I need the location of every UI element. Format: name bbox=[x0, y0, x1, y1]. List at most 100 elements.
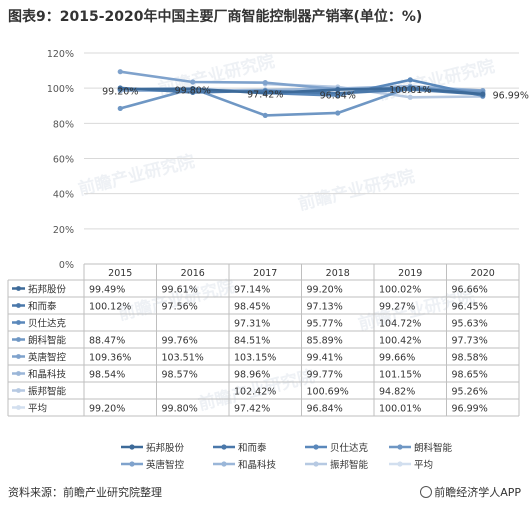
y-tick-label: 20% bbox=[53, 225, 74, 236]
table-cell-value: 98.65% bbox=[452, 370, 488, 381]
legend-label: 振邦智能 bbox=[330, 459, 369, 471]
app-logo-icon bbox=[420, 486, 433, 498]
y-tick-label: 40% bbox=[53, 190, 74, 201]
y-tick-label: 120% bbox=[47, 49, 74, 60]
legend-label: 和而泰 bbox=[238, 442, 267, 454]
table-cell-value: 102.42% bbox=[234, 387, 276, 398]
chart-title: 图表9：2015-2020年中国主要厂商智能控制器产销率(单位：%) bbox=[8, 9, 423, 25]
table-cell-value: 99.49% bbox=[89, 285, 125, 296]
series-lines bbox=[117, 69, 486, 119]
table-cell-value: 103.51% bbox=[162, 353, 204, 364]
table-cell-value: 96.84% bbox=[307, 404, 343, 415]
table-legend-marker bbox=[16, 371, 21, 376]
series-line-0 bbox=[118, 86, 485, 96]
table-cell-value: 109.36% bbox=[89, 353, 131, 364]
x-category-label: 2016 bbox=[181, 268, 205, 279]
table-series-name: 和而泰 bbox=[28, 301, 57, 313]
average-point-label: 97.42% bbox=[247, 90, 283, 101]
table-cell-value: 97.13% bbox=[307, 302, 343, 313]
series-point bbox=[117, 86, 123, 92]
series-point bbox=[335, 90, 341, 96]
y-tick-label: 100% bbox=[47, 84, 74, 95]
table-cell-value: 101.15% bbox=[379, 370, 421, 381]
watermark-text: 前瞻产业研究院 bbox=[116, 276, 237, 325]
series-point bbox=[262, 112, 268, 119]
series-point bbox=[407, 85, 413, 91]
legend-marker bbox=[221, 461, 227, 467]
table-cell-value: 100.42% bbox=[379, 336, 421, 347]
y-tick-label: 60% bbox=[53, 155, 74, 166]
series-point bbox=[335, 110, 341, 116]
x-category-label: 2017 bbox=[253, 268, 277, 279]
table-cell-value: 95.26% bbox=[452, 387, 488, 398]
average-point-label: 100.01% bbox=[389, 85, 431, 96]
table-cell-value: 100.12% bbox=[89, 302, 131, 313]
legend-marker bbox=[397, 444, 403, 450]
table-cell-value: 98.54% bbox=[89, 370, 125, 381]
source-note: 资料来源：前瞻产业研究院整理 bbox=[8, 486, 162, 499]
series-point bbox=[262, 90, 268, 96]
watermark-text: 前瞻产业研究院 bbox=[296, 166, 417, 215]
table-cell-value: 98.96% bbox=[234, 370, 270, 381]
table-cell-value: 103.15% bbox=[234, 353, 276, 364]
table-cell-value: 94.82% bbox=[379, 387, 415, 398]
legend-marker bbox=[397, 461, 403, 467]
table-cell-value: 84.51% bbox=[234, 336, 270, 347]
table-cell-value: 99.41% bbox=[307, 353, 343, 364]
series-point bbox=[190, 79, 196, 85]
table-cell-value: 100.69% bbox=[307, 387, 349, 398]
legend-label: 和晶科技 bbox=[238, 459, 277, 471]
table-series-name: 朗科智能 bbox=[28, 335, 67, 347]
table-cell-value: 97.14% bbox=[234, 285, 270, 296]
table-cell-value: 104.72% bbox=[379, 319, 421, 330]
table-cell-value: 99.20% bbox=[307, 285, 343, 296]
legend-label: 朗科智能 bbox=[414, 442, 453, 454]
table-cell-value: 97.73% bbox=[452, 336, 488, 347]
table-cell-value: 95.77% bbox=[307, 319, 343, 330]
y-tick-label: 0% bbox=[59, 260, 74, 271]
legend-marker bbox=[221, 444, 227, 450]
series-point bbox=[480, 91, 486, 97]
table-cell-value: 97.42% bbox=[234, 404, 270, 415]
table-cell-value: 96.99% bbox=[452, 404, 488, 415]
legend-marker bbox=[129, 461, 135, 467]
table-series-name: 振邦智能 bbox=[28, 386, 67, 398]
app-credit-text: 前瞻经济学人APP bbox=[434, 486, 521, 499]
table-cell-value: 95.63% bbox=[452, 319, 488, 330]
table-series-name: 英唐智控 bbox=[28, 352, 67, 364]
table-series-name: 平均 bbox=[28, 403, 47, 415]
x-category-label: 2020 bbox=[471, 268, 495, 279]
x-category-label: 2015 bbox=[108, 268, 132, 279]
table-cell-value: 98.58% bbox=[452, 353, 488, 364]
table-series-name: 和晶科技 bbox=[28, 369, 67, 381]
table-cell-value: 99.77% bbox=[307, 370, 343, 381]
average-point-label: 96.99% bbox=[493, 90, 529, 101]
average-point-label: 99.80% bbox=[175, 86, 211, 97]
series-point bbox=[190, 86, 196, 92]
table-cell-value: 88.47% bbox=[89, 336, 125, 347]
table-legend-marker bbox=[16, 388, 21, 393]
table-cell-value: 85.89% bbox=[307, 336, 343, 347]
table-cell-value: 98.45% bbox=[234, 302, 270, 313]
x-category-label: 2018 bbox=[326, 268, 350, 279]
series-point bbox=[335, 86, 341, 93]
legend-marker bbox=[313, 444, 319, 450]
series-point bbox=[117, 69, 123, 75]
series-point bbox=[117, 105, 123, 112]
average-point-label: 96.84% bbox=[320, 91, 356, 102]
series-point bbox=[190, 89, 196, 96]
table-legend-marker bbox=[16, 320, 21, 325]
table-cell-value: 98.57% bbox=[162, 370, 198, 381]
table-legend-marker bbox=[16, 303, 21, 308]
legend-label: 英唐智控 bbox=[146, 459, 185, 471]
table-series-name: 贝仕达克 bbox=[28, 318, 67, 330]
table-legend-marker bbox=[16, 286, 21, 291]
legend-marker bbox=[129, 444, 135, 450]
table-cell-value: 99.20% bbox=[89, 404, 125, 415]
table-cell-value: 99.27% bbox=[379, 302, 415, 313]
table-cell-value: 96.66% bbox=[452, 285, 488, 296]
series-point bbox=[407, 94, 413, 100]
